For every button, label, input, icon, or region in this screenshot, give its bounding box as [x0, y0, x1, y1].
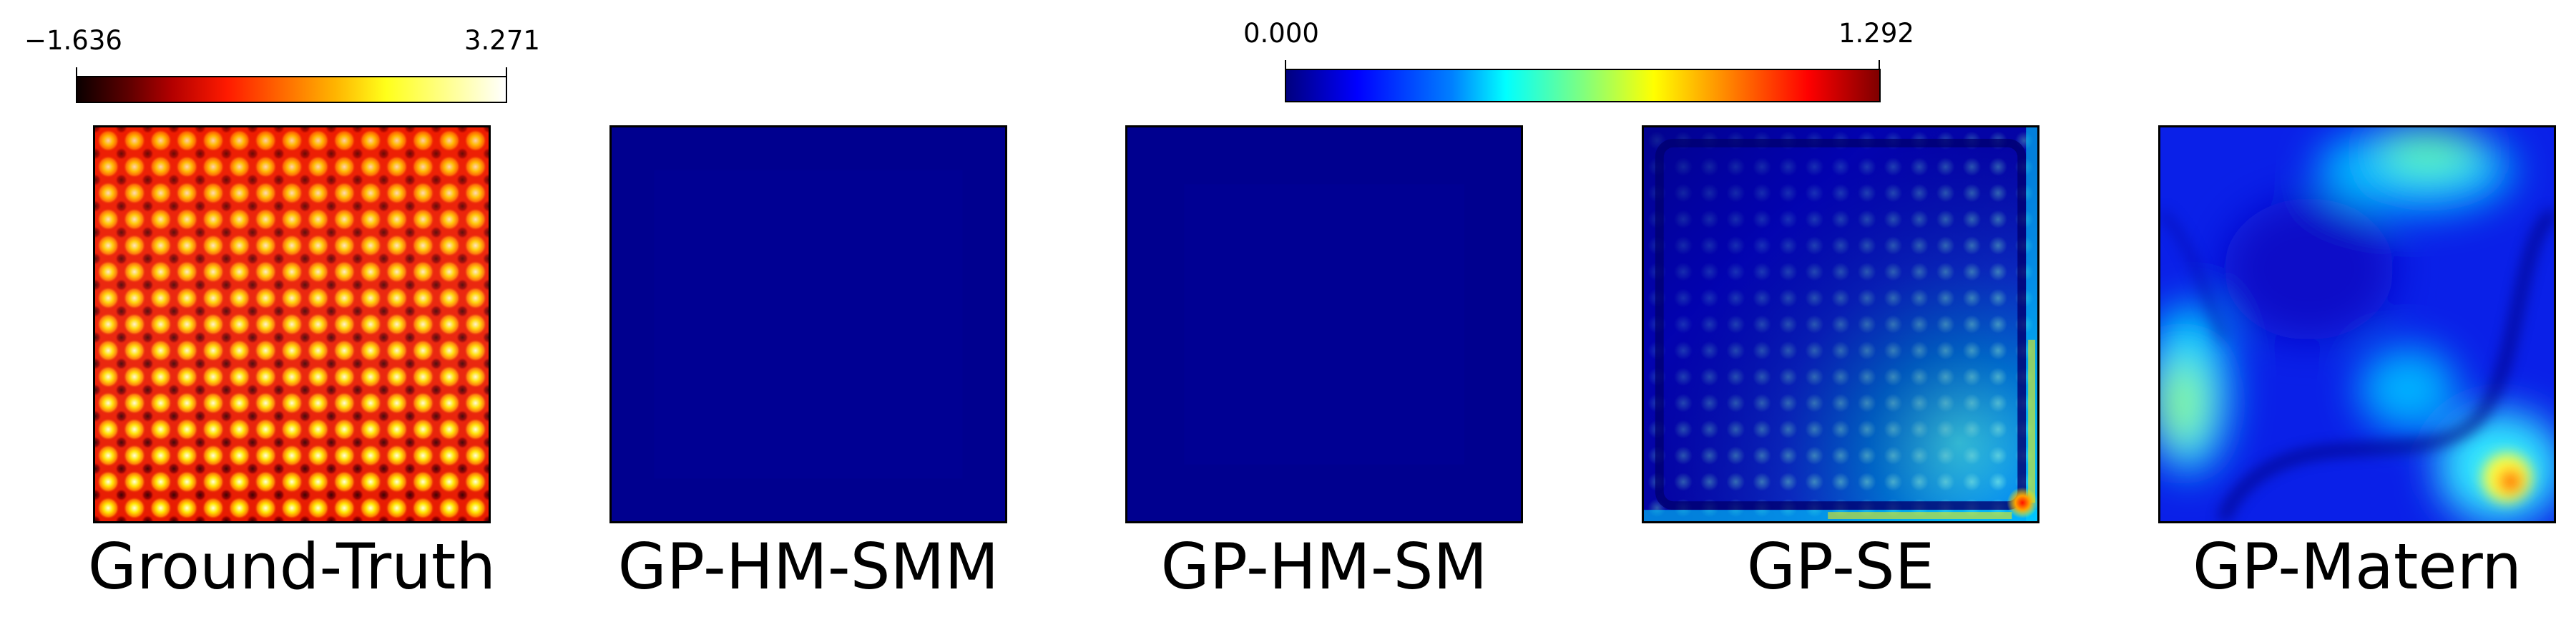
gp-se-title: GP-SE: [1746, 530, 1935, 604]
gp-hm-smm-title: GP-HM-SMM: [617, 530, 999, 604]
gp-hm-smm-heatmap: [609, 125, 1007, 523]
gp-matern-title: GP-Matern: [2193, 530, 2522, 604]
gp-se-heatmap: [1642, 125, 2039, 523]
hot-colorbar-min-label: −1.636: [24, 25, 122, 56]
jet-colorbar-max-label: 1.292: [1838, 18, 1914, 49]
hot-colorbar-min-tick: [76, 67, 77, 77]
jet-colorbar-max-tick: [1879, 60, 1880, 70]
ground-truth-title: Ground-Truth: [87, 530, 496, 604]
jet-colorbar-min-tick: [1285, 60, 1286, 70]
ground-truth-heatmap: [93, 125, 491, 523]
jet-colorbar: [1285, 69, 1881, 102]
jet-colorbar-min-label: 0.000: [1243, 18, 1319, 49]
gp-matern-heatmap: [2158, 125, 2556, 523]
gp-hm-sm-heatmap: [1125, 125, 1523, 523]
hot-colorbar-max-label: 3.271: [464, 25, 540, 56]
hot-colorbar-max-tick: [506, 67, 507, 77]
hot-colorbar: [76, 76, 507, 103]
gp-hm-sm-title: GP-HM-SM: [1160, 530, 1488, 604]
